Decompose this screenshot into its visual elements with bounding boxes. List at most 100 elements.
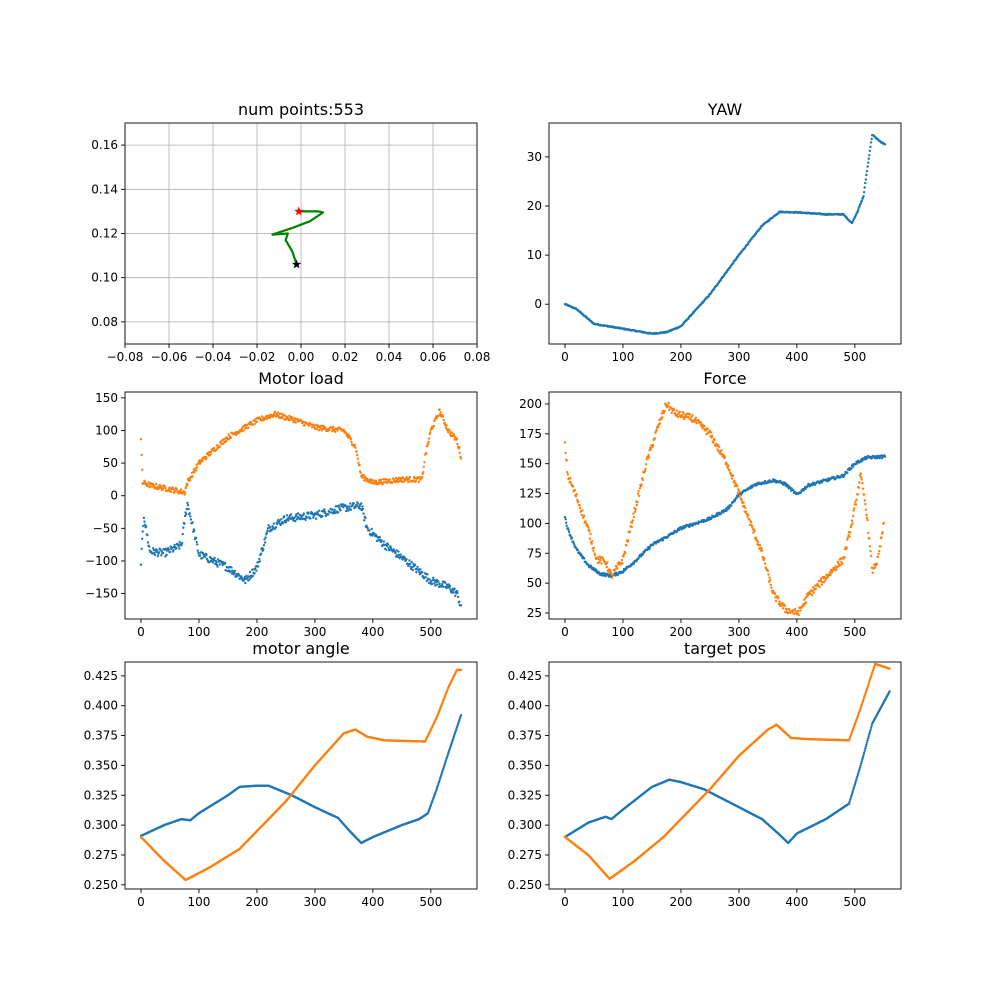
data-point: [445, 424, 448, 427]
series-1: [563, 690, 891, 845]
data-point: [141, 537, 144, 540]
data-point: [577, 500, 580, 503]
data-point: [238, 577, 242, 580]
data-point: [858, 766, 862, 769]
data-point: [195, 540, 198, 544]
data-point: [711, 434, 714, 437]
data-point: [366, 527, 369, 530]
data-point: [625, 544, 628, 547]
data-point: [143, 480, 147, 484]
data-point: [736, 492, 739, 495]
data-point: [860, 760, 863, 763]
data-point: [424, 576, 427, 579]
data-point: [839, 563, 842, 567]
data-point: [708, 429, 712, 432]
data-point: [717, 450, 720, 453]
data-point: [818, 585, 821, 588]
data-point: [770, 586, 773, 589]
data-point: [870, 137, 873, 141]
data-point: [729, 472, 732, 476]
data-point: [633, 510, 637, 513]
x-tick-label: 500: [419, 625, 442, 639]
data-point: [802, 604, 805, 607]
data-point: [361, 476, 365, 479]
data-point: [407, 480, 410, 484]
data-point: [253, 419, 256, 422]
data-point: [857, 769, 861, 773]
data-point: [425, 579, 428, 583]
data-point: [268, 416, 271, 420]
data-point: [849, 796, 852, 800]
data-point: [436, 583, 439, 586]
data-point: [256, 565, 260, 568]
data-point: [405, 558, 408, 561]
data-point: [274, 526, 278, 529]
data-point: [822, 581, 826, 584]
data-point: [702, 424, 706, 428]
data-point: [389, 545, 392, 548]
data-point: [676, 415, 680, 419]
data-point: [863, 186, 866, 189]
data-point: [409, 567, 413, 571]
data-point: [153, 551, 156, 555]
data-point: [569, 477, 572, 480]
data-point: [240, 576, 244, 580]
data-point: [622, 555, 625, 558]
data-point: [607, 570, 610, 574]
data-point: [314, 517, 318, 520]
data-point: [198, 554, 202, 557]
data-point: [196, 549, 199, 552]
x-tick-label: 0.08: [464, 350, 491, 364]
data-point: [868, 154, 871, 157]
x-tick-label: 200: [669, 350, 692, 364]
data-point: [744, 506, 747, 509]
y-tick-label: 0.275: [84, 848, 118, 862]
data-point: [727, 464, 730, 467]
data-point: [172, 549, 175, 552]
data-point: [866, 165, 869, 168]
x-tick-label: 300: [303, 895, 326, 909]
data-point: [728, 469, 731, 472]
data-point: [760, 547, 763, 550]
data-point: [826, 576, 829, 579]
data-point: [756, 540, 760, 544]
data-point: [251, 574, 255, 578]
data-point: [209, 450, 213, 454]
data-point: [289, 513, 293, 516]
data-point: [787, 611, 790, 615]
data-point: [636, 492, 640, 495]
data-point: [288, 419, 292, 422]
data-point: [436, 786, 439, 789]
data-point: [854, 781, 857, 784]
data-point: [755, 484, 759, 487]
data-point: [143, 523, 147, 526]
data-point: [642, 552, 645, 555]
data-point: [667, 404, 670, 407]
y-tick-label: 0.325: [84, 788, 118, 802]
data-point: [601, 556, 604, 559]
data-point: [869, 726, 873, 729]
data-point: [344, 504, 347, 507]
y-tick-label: 100: [519, 516, 542, 530]
x-tick-label: −0.02: [239, 350, 276, 364]
data-point: [853, 507, 856, 510]
data-point: [876, 555, 880, 558]
axes-frame: [548, 122, 902, 345]
data-point: [843, 555, 846, 559]
data-point: [811, 586, 815, 589]
data-point: [197, 551, 200, 555]
x-tick-label: 0: [561, 350, 569, 364]
data-point: [849, 531, 852, 534]
data-point: [284, 521, 288, 524]
data-point: [639, 485, 643, 488]
data-point: [435, 417, 438, 420]
data-point: [362, 512, 365, 515]
data-point: [140, 453, 143, 457]
data-point: [735, 496, 738, 500]
data-point: [339, 509, 342, 512]
x-tick-label: 100: [188, 895, 211, 909]
axes-frame: [124, 661, 478, 890]
data-point: [667, 401, 670, 405]
data-point: [363, 519, 366, 522]
